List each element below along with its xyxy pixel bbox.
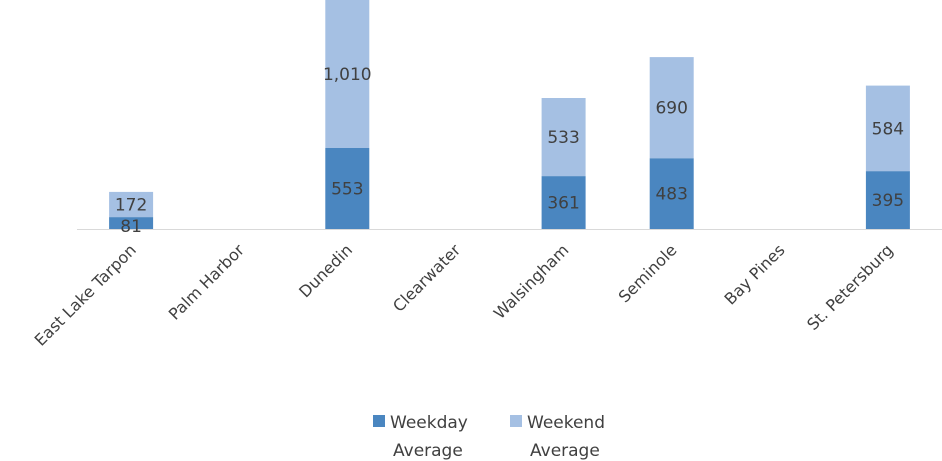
bar-weekend-average-east-lake-tarpon: [109, 191, 154, 218]
legend-label-weekday-average: Weekday Average: [390, 413, 468, 461]
bar-weekday-average-walsingham: [541, 176, 586, 229]
bar-weekend-average-walsingham: [541, 98, 586, 177]
data-label-weekend-average-seminole: 690: [655, 99, 687, 119]
x-tick-label-bay-pines: Bay Pines: [720, 240, 788, 308]
x-tick-label-palm-harbor: Palm Harbor: [165, 240, 249, 324]
bar-weekday-average-st-petersburg: [865, 171, 910, 229]
data-label-weekday-average-seminole: 483: [655, 185, 687, 205]
legend-swatch-weekday-average: [373, 415, 385, 427]
x-tick-label-walsingham: Walsingham: [490, 240, 572, 322]
x-tick-label-seminole: Seminole: [615, 240, 681, 306]
legend: Weekday Average Weekend Average: [373, 413, 605, 461]
x-tick-label-st-petersburg: St. Petersburg: [803, 240, 897, 334]
bars-group: [109, 0, 910, 229]
x-tick-label-clearwater: Clearwater: [389, 240, 465, 316]
bar-weekday-average-dunedin: [325, 148, 370, 229]
data-label-weekend-average-walsingham: 533: [547, 128, 579, 148]
x-tick-label-dunedin: Dunedin: [295, 240, 356, 301]
bar-weekend-average-st-petersburg: [865, 85, 910, 172]
data-label-weekday-average-walsingham: 361: [547, 194, 579, 214]
x-tick-labels-group: East Lake Tarpon Palm Harbor Dunedin Clearw…: [31, 240, 897, 350]
bar-weekend-average-seminole: [649, 57, 694, 159]
bar-weekday-average-east-lake-tarpon: [109, 217, 154, 229]
data-label-weekday-average-st-petersburg: 395: [872, 191, 904, 211]
x-tick-label-east-lake-tarpon: East Lake Tarpon: [31, 240, 140, 349]
data-label-weekday-average-east-lake-tarpon: 81: [120, 217, 142, 237]
data-label-weekday-average-dunedin: 553: [331, 180, 363, 200]
legend-label-weekend-average: Weekend Average: [527, 413, 605, 461]
data-label-weekend-average-st-petersburg: 584: [872, 119, 904, 139]
bar-weekend-average-dunedin: [325, 0, 370, 148]
bar-weekday-average-seminole: [649, 158, 694, 229]
data-label-weekend-average-east-lake-tarpon: 172: [115, 196, 147, 216]
legend-swatch-weekend-average: [510, 415, 522, 427]
data-label-weekend-average-dunedin: 1,010: [323, 65, 372, 85]
